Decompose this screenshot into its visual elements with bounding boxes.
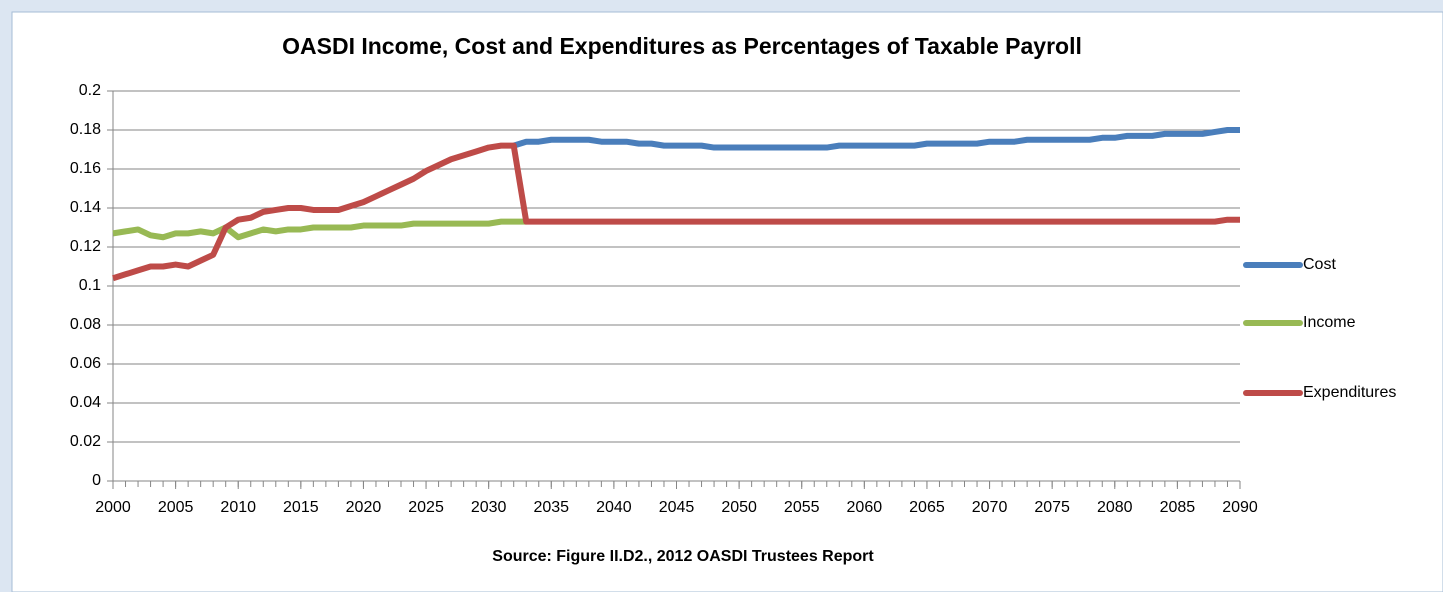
x-tick-label: 2000 xyxy=(95,499,131,516)
x-tick-label: 2005 xyxy=(158,499,194,516)
x-tick-label: 2020 xyxy=(346,499,382,516)
x-tick-label: 2080 xyxy=(1097,499,1133,516)
x-tick-label: 2040 xyxy=(596,499,632,516)
x-tick-label: 2050 xyxy=(721,499,757,516)
x-tick-label: 2090 xyxy=(1222,499,1258,516)
y-tick-label: 0.18 xyxy=(70,121,101,138)
y-tick-label: 0.2 xyxy=(79,82,101,99)
x-tick-label: 2070 xyxy=(972,499,1008,516)
chart-title: OASDI Income, Cost and Expenditures as P… xyxy=(282,33,1082,59)
x-tick-label: 2030 xyxy=(471,499,507,516)
y-tick-label: 0 xyxy=(92,472,101,489)
y-tick-label: 0.1 xyxy=(79,277,101,294)
x-tick-label: 2055 xyxy=(784,499,820,516)
x-tick-label: 2075 xyxy=(1034,499,1070,516)
series-line xyxy=(112,142,1240,282)
x-tick-label: 2085 xyxy=(1160,499,1196,516)
x-tick-label: 2045 xyxy=(659,499,695,516)
series-line xyxy=(512,127,1240,151)
y-tick-label: 0.08 xyxy=(70,316,101,333)
source-note: Source: Figure II.D2., 2012 OASDI Truste… xyxy=(492,548,874,565)
x-tick-label: 2015 xyxy=(283,499,319,516)
legend-label: Expenditures xyxy=(1303,384,1396,401)
chart-area xyxy=(11,11,1443,592)
legend-label: Income xyxy=(1303,314,1356,331)
x-tick-label: 2010 xyxy=(220,499,256,516)
y-tick-label: 0.16 xyxy=(70,160,101,177)
y-tick-label: 0.04 xyxy=(70,394,101,411)
y-tick-label: 0.14 xyxy=(70,199,101,216)
x-tick-label: 2065 xyxy=(909,499,945,516)
x-tick-label: 2025 xyxy=(408,499,444,516)
y-tick-label: 0.12 xyxy=(70,238,101,255)
y-tick-label: 0.06 xyxy=(70,355,101,372)
y-tick-label: 0.02 xyxy=(70,433,101,450)
series-line xyxy=(112,218,527,241)
x-tick-label: 2035 xyxy=(533,499,569,516)
legend-label: Cost xyxy=(1303,256,1336,273)
x-tick-label: 2060 xyxy=(847,499,883,516)
